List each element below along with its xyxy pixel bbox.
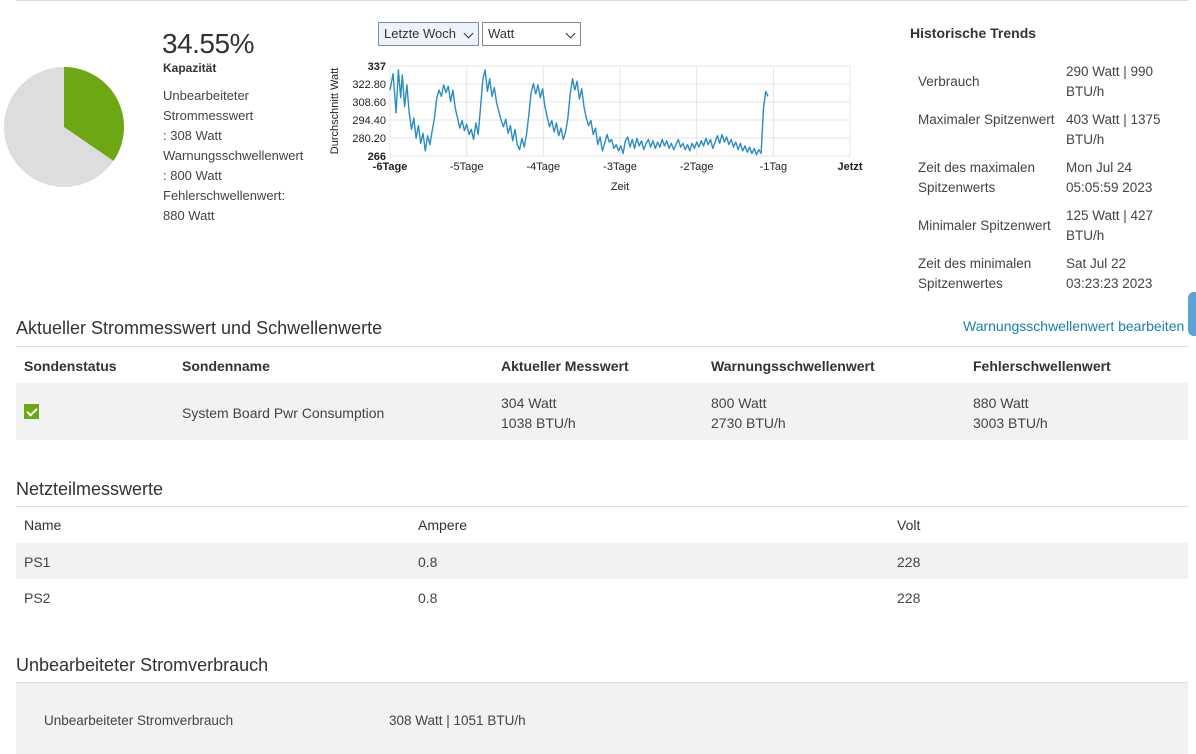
psu-volt: 228	[897, 554, 921, 570]
status-ok-check-icon	[24, 404, 39, 419]
col-probe-name: Sondenname	[182, 358, 270, 374]
scroll-to-top-tab[interactable]	[1188, 292, 1196, 336]
y-tick-label: 308.60	[352, 97, 386, 109]
col-warning-threshold: Warnungsschwellenwert	[711, 358, 875, 374]
period-select[interactable]: Letzte Woch	[378, 22, 479, 46]
warning-threshold-btu: 2730 BTU/h	[711, 415, 786, 431]
current-section-title: Aktueller Strommesswert und Schwellenwer…	[16, 318, 383, 338]
pie-slice-used	[64, 67, 125, 161]
current-reading-watt: 304 Watt	[501, 395, 557, 411]
error-threshold: 880 Watt 3003 BTU/h	[973, 393, 1048, 433]
capacity-details: Unbearbeiteter Strommesswert : 308 Watt …	[163, 86, 323, 226]
error-threshold-btu: 3003 BTU/h	[973, 415, 1048, 431]
col-volt: Volt	[897, 517, 921, 533]
col-probe-status: Sondenstatus	[24, 358, 117, 374]
y-axis-label: Durchschnitt Watt	[329, 68, 341, 154]
y-tick-label: 280.20	[352, 133, 386, 145]
psu-name: PS2	[24, 590, 51, 606]
table-row	[16, 383, 1188, 440]
psu-name: PS1	[24, 554, 51, 570]
probe-name: System Board Pwr Consumption	[182, 405, 385, 421]
error-threshold-watt: 880 Watt	[973, 395, 1029, 411]
col-name: Name	[24, 517, 62, 533]
col-current-reading: Aktueller Messwert	[501, 358, 629, 374]
psu-ampere: 0.8	[418, 590, 438, 606]
history-title: Historische Trends	[910, 25, 1037, 41]
history-value: 290 Watt | 990 BTU/h	[1066, 64, 1154, 99]
y-tick-label: 337	[368, 61, 386, 73]
raw-consumption-panel	[16, 683, 1188, 754]
psu-volt: 228	[897, 590, 921, 606]
raw-reading-detail: Unbearbeiteter Strommesswert : 308 Watt	[163, 88, 254, 143]
history-value: Mon Jul 24 05:05:59 2023	[1066, 160, 1153, 195]
history-label: Zeit des maximalen Spitzenwerts	[918, 160, 1036, 195]
y-tick-label: 266	[368, 151, 386, 163]
capacity-pie-chart	[4, 67, 125, 187]
x-tick-label: -3Tage	[603, 161, 637, 173]
period-select-value: Letzte Woch	[384, 26, 457, 41]
col-ampere: Ampere	[418, 517, 468, 533]
history-value: Sat Jul 22 03:23:23 2023	[1066, 256, 1153, 291]
warning-threshold-watt: 800 Watt	[711, 395, 767, 411]
col-error-threshold: Fehlerschwellenwert	[973, 358, 1111, 374]
power-trend-chart: 337 322.80 308.60 294.40 280.20 266-6Tage -5Ta…	[329, 61, 863, 193]
unit-select[interactable]: Watt	[482, 22, 581, 46]
table-row	[16, 543, 1188, 579]
raw-consumption-label: Unbearbeiteter Stromverbrauch	[44, 713, 234, 728]
x-axis-label: Zeit	[611, 181, 629, 193]
psu-section-title: Netzteilmesswerte	[16, 479, 164, 499]
top-divider	[16, 0, 1188, 1]
current-reading: 304 Watt 1038 BTU/h	[501, 393, 576, 433]
warning-threshold: 800 Watt 2730 BTU/h	[711, 393, 786, 433]
y-tick-label: 294.40	[352, 115, 386, 127]
x-tick-label: -2Tage	[680, 161, 714, 173]
warning-threshold-detail: Warnungsschwellenwert : 800 Watt	[163, 148, 304, 183]
history-label: Verbrauch	[918, 74, 980, 89]
section-divider	[16, 506, 1188, 507]
x-tick-label: -1Tag	[760, 161, 788, 173]
x-tick-label: -4Tage	[527, 161, 561, 173]
chevron-down-icon	[463, 28, 474, 39]
section-divider	[16, 682, 1188, 683]
psu-ampere: 0.8	[418, 554, 438, 570]
capacity-percent: 34.55%	[162, 28, 254, 59]
x-tick-label: -6Tage	[373, 161, 408, 173]
chevron-down-icon	[565, 28, 576, 39]
unit-select-value: Watt	[488, 26, 515, 41]
raw-consumption-value: 308 Watt | 1051 BTU/h	[389, 713, 526, 728]
section-divider	[16, 346, 1188, 347]
x-tick-label: Jetzt	[837, 161, 862, 173]
history-label: Minimaler Spitzenwert	[918, 218, 1051, 233]
power-series-line	[389, 69, 769, 156]
history-label: Maximaler Spitzenwert	[918, 112, 1055, 127]
edit-warning-threshold-link[interactable]: Warnungsschwellenwert bearbeiten	[963, 318, 1185, 334]
y-tick-label: 322.80	[352, 79, 386, 91]
history-value: 125 Watt | 427 BTU/h	[1066, 208, 1154, 243]
history-value: 403 Watt | 1375 BTU/h	[1066, 112, 1161, 147]
error-threshold-detail: Fehlerschwellenwert: 880 Watt	[163, 188, 286, 223]
x-tick-label: -5Tage	[450, 161, 484, 173]
history-label: Zeit des minimalen Spitzenwertes	[918, 256, 1032, 291]
raw-section-title: Unbearbeiteter Stromverbrauch	[16, 655, 269, 675]
capacity-label: Kapazität	[163, 61, 217, 75]
current-reading-btu: 1038 BTU/h	[501, 415, 576, 431]
